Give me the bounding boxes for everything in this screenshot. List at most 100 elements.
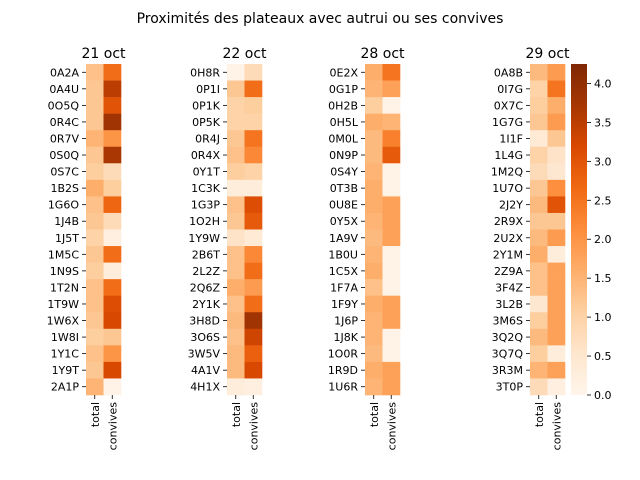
heatmap-cell (530, 179, 548, 197)
heatmap-cell (382, 246, 401, 263)
heatmap-cell (103, 262, 122, 280)
heatmap-cell (382, 262, 401, 280)
row-tick-label: 1B0U (328, 248, 358, 261)
row-tick-label: 1G7G (492, 116, 523, 129)
colorbar-tick-label: 2.0 (594, 233, 612, 246)
heatmap-cell (244, 262, 263, 280)
row-tick-label: 1C3K (191, 182, 221, 195)
colorbar-tick-label: 2.5 (594, 194, 612, 207)
row-tick-label: 2Y1K (192, 298, 221, 311)
heatmap-cell (365, 328, 383, 346)
row-tick-label: 3Q7Q (492, 348, 524, 361)
heatmap-cell (382, 113, 401, 131)
heatmap-cell (86, 80, 104, 98)
heatmap-cell (86, 262, 104, 280)
heatmap-cell (86, 361, 104, 379)
row-tick-label: 1F7A (330, 281, 358, 294)
heatmap-cell (382, 279, 401, 296)
heatmap-cell (244, 279, 263, 296)
row-tick-label: 1Y9W (188, 232, 220, 245)
heatmap-cell (227, 146, 245, 164)
row-tick-label: 2R9X (494, 215, 524, 228)
heatmap-cell (365, 345, 383, 363)
heatmap-cell (103, 246, 122, 263)
heatmap-cell (547, 179, 566, 197)
column-tick-label: convives (550, 402, 563, 451)
heatmap-cell (244, 312, 263, 330)
heatmap-cell (530, 279, 548, 296)
heatmap-cell (86, 312, 104, 330)
heatmap-cell (365, 361, 383, 379)
heatmap-cell (365, 163, 383, 181)
heatmap-cell (244, 246, 263, 263)
heatmap-cell (86, 212, 104, 230)
column-tick-label: total (230, 402, 243, 427)
row-tick-label: 1W6X (47, 315, 80, 328)
colorbar-tick-label: 1.0 (594, 311, 612, 324)
row-tick-label: 0O5Q (48, 99, 80, 112)
row-tick-label: 0X7C (494, 99, 524, 112)
heatmap-cell (382, 312, 401, 330)
heatmap-cell (547, 64, 566, 81)
heatmap-cell (227, 163, 245, 181)
heatmap-cell (547, 295, 566, 313)
heatmap-cell (365, 229, 383, 247)
heatmap-cell (382, 80, 401, 98)
column-tick-label: total (368, 402, 381, 427)
heatmap-cell (103, 279, 122, 296)
heatmap-cell (382, 179, 401, 197)
heatmap-cell (365, 113, 383, 131)
heatmap-cell (547, 345, 566, 363)
heatmap-cell (103, 345, 122, 363)
panel-title: 28 oct (360, 46, 405, 62)
heatmap-cell (227, 113, 245, 131)
heatmap-cell (530, 146, 548, 164)
heatmap-cell (530, 378, 548, 396)
row-tick-label: 1O0R (328, 348, 359, 361)
heatmap-cell (103, 80, 122, 98)
heatmap-cell (382, 64, 401, 81)
row-tick-label: 1N9S (50, 265, 79, 278)
row-tick-label: 1B2S (50, 182, 79, 195)
row-tick-label: 1J4B (54, 215, 79, 228)
heatmap-cell (244, 130, 263, 148)
heatmap-cell (365, 246, 383, 263)
row-tick-label: 1O2H (189, 215, 220, 228)
column-tick-label: convives (247, 402, 260, 451)
heatmap-cell (382, 163, 401, 181)
heatmap-cell (103, 229, 122, 247)
colorbar-tick-label: 4.0 (594, 77, 612, 90)
heatmap-cell (103, 130, 122, 148)
heatmap-cell (547, 361, 566, 379)
row-tick-label: 2Q6Z (190, 281, 221, 294)
row-tick-label: 3F4Z (495, 281, 523, 294)
heatmap-cell (103, 179, 122, 197)
row-tick-label: 1J6P (334, 315, 358, 328)
heatmap-cell (227, 262, 245, 280)
heatmap-cell (365, 295, 383, 313)
heatmap-cell (365, 146, 383, 164)
row-tick-label: 1J5T (55, 232, 79, 245)
row-tick-label: 2Z9A (494, 265, 524, 278)
row-tick-label: 0S7C (50, 166, 79, 179)
row-tick-label: 2U2X (493, 232, 523, 245)
heatmap-cell (382, 328, 401, 346)
heatmap-cell (227, 246, 245, 263)
heatmap-cell (365, 312, 383, 330)
row-tick-label: 0A4U (49, 83, 79, 96)
row-tick-label: 0P1K (192, 99, 221, 112)
colorbar-gradient (571, 64, 587, 395)
heatmap-cell (365, 97, 383, 114)
heatmap-cell (103, 295, 122, 313)
heatmap-cell (86, 295, 104, 313)
heatmap-cell (530, 163, 548, 181)
panel-title: 29 oct (525, 46, 570, 62)
row-tick-label: 3M6S (493, 315, 523, 328)
heatmap-cell (103, 312, 122, 330)
row-tick-label: 3L2B (495, 298, 523, 311)
heatmap-cell (227, 345, 245, 363)
heatmap-cell (86, 130, 104, 148)
heatmap-cell (227, 312, 245, 330)
heatmap-cell (365, 80, 383, 98)
